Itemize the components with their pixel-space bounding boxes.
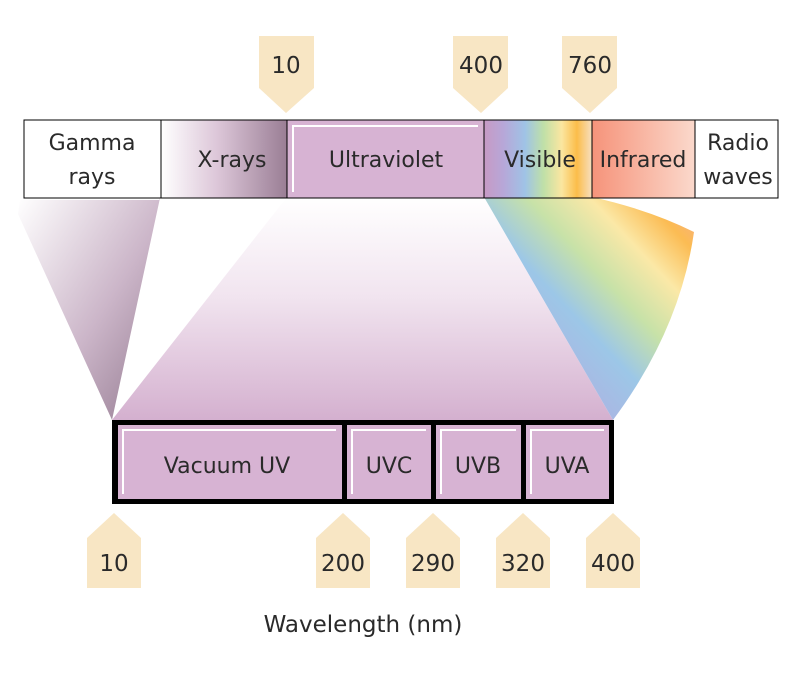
band-radio-label-2: waves (703, 165, 773, 190)
bottom-marker-320: 320 (496, 513, 550, 588)
subband-uva-label: UVA (545, 454, 590, 479)
band-ultraviolet-label: Ultraviolet (329, 148, 444, 173)
band-ultraviolet (286, 119, 485, 199)
top-marker-10-label: 10 (271, 53, 300, 79)
top-marker-400-label: 400 (459, 53, 503, 79)
top-marker-760-label: 760 (568, 53, 612, 79)
bottom-marker-200-label: 200 (321, 551, 365, 577)
left-beam (18, 198, 160, 420)
band-radio (694, 119, 779, 199)
spectrum-bar: Gamma rays X-rays Ultraviolet Visible In… (23, 119, 779, 199)
subband-vacuum-uv-label: Vacuum UV (164, 454, 290, 479)
subband-uvb-label: UVB (455, 454, 501, 479)
bottom-marker-10: 10 (87, 513, 141, 588)
bottom-marker-10-label: 10 (99, 551, 128, 577)
bottom-marker-290: 290 (406, 513, 460, 588)
band-gamma-label-2: rays (68, 165, 115, 190)
band-xrays-label: X-rays (198, 148, 267, 173)
band-visible-label: Visible (504, 148, 576, 173)
bottom-marker-290-label: 290 (411, 551, 455, 577)
band-infrared-label: Infrared (600, 148, 687, 173)
subband-uvb (436, 425, 521, 499)
band-xrays (160, 119, 288, 199)
bottom-marker-400-label: 400 (591, 551, 635, 577)
projection-beams (18, 197, 694, 420)
top-marker-760: 760 (562, 36, 617, 113)
top-marker-400: 400 (453, 36, 508, 113)
subband-uva (526, 425, 609, 499)
subband-uvc-label: UVC (366, 454, 413, 479)
subband-vacuum-uv (118, 425, 342, 499)
band-gamma-label-1: Gamma (49, 131, 136, 156)
top-markers: 10 400 760 (259, 36, 617, 113)
subband-uvc (347, 425, 431, 499)
bottom-marker-200: 200 (316, 513, 370, 588)
rainbow-fan (484, 197, 694, 420)
band-radio-label-1: Radio (707, 131, 769, 156)
band-visible (483, 119, 593, 199)
bottom-marker-320-label: 320 (501, 551, 545, 577)
axis-label: Wavelength (nm) (264, 612, 463, 638)
bottom-marker-400: 400 (586, 513, 640, 588)
band-gamma (23, 119, 162, 199)
center-beam (112, 197, 613, 420)
top-marker-10: 10 (259, 36, 314, 113)
uv-detail-bar: Vacuum UV UVC UVB UVA (112, 420, 614, 504)
bottom-markers: 10 200 290 320 400 (87, 513, 640, 588)
